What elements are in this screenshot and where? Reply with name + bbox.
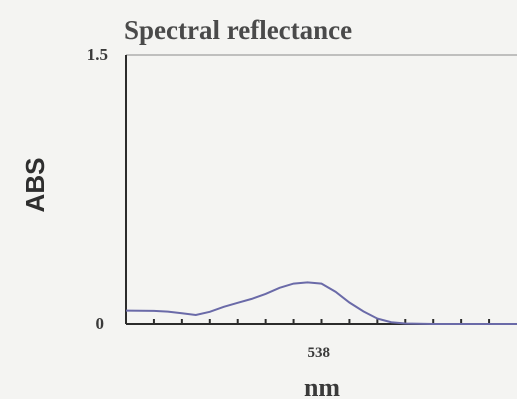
y-tick-label-zero: 0: [96, 314, 105, 333]
chart-title: Spectral reflectance: [124, 15, 352, 45]
series-line: [125, 281, 517, 325]
x-tick-label-538: 538: [307, 345, 330, 361]
y-tick-label-max: 1.5: [87, 45, 108, 64]
y-axis-label: ABS: [20, 158, 50, 213]
x-axis-label: nm: [304, 373, 340, 399]
